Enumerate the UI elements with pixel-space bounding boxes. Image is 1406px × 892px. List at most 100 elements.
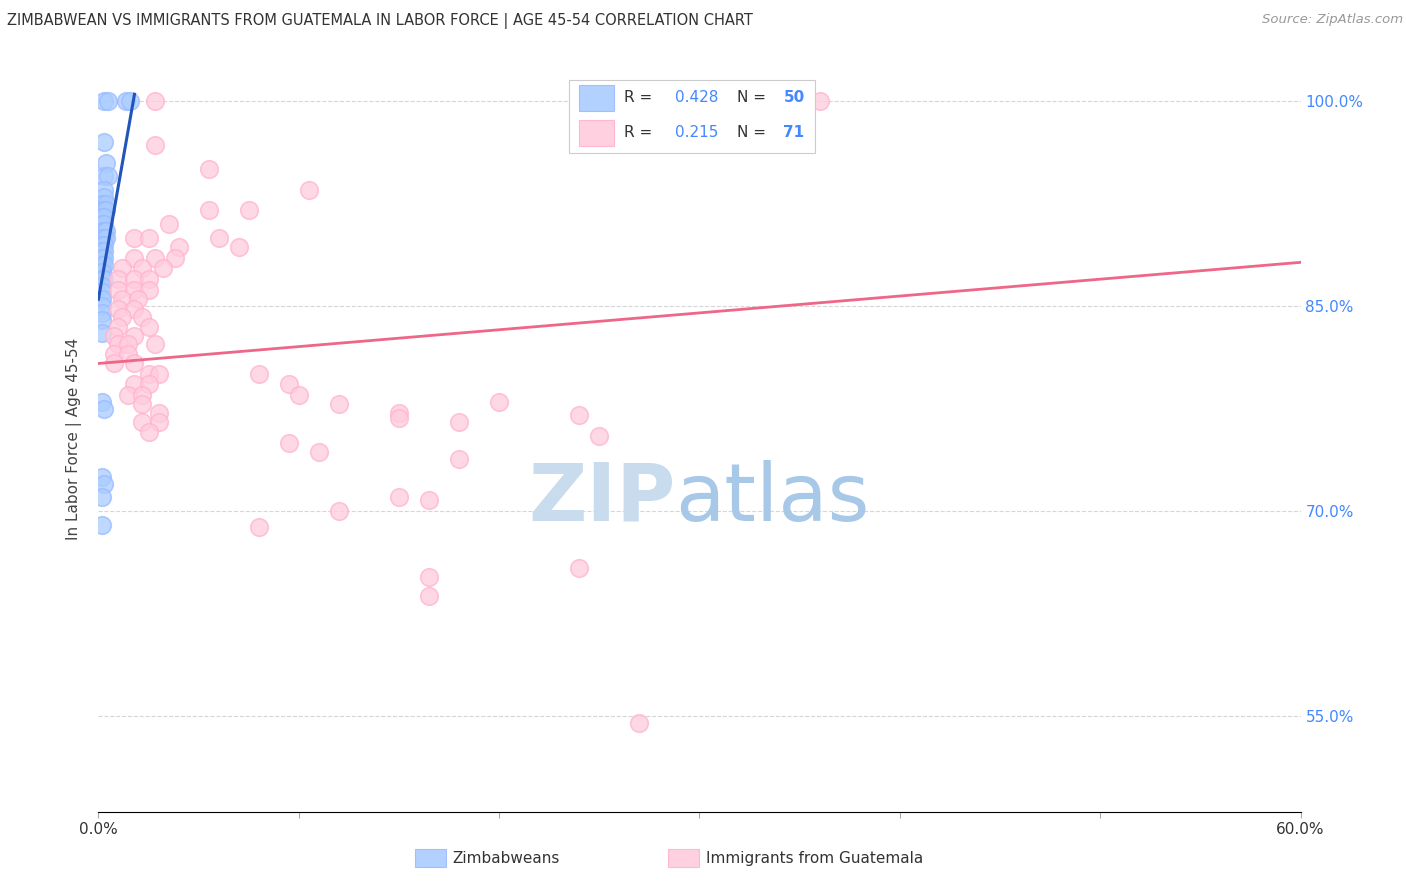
Point xyxy=(103,356,125,370)
Point xyxy=(91,470,114,484)
Point xyxy=(93,135,115,149)
Point xyxy=(447,415,470,429)
Text: Source: ZipAtlas.com: Source: ZipAtlas.com xyxy=(1263,13,1403,27)
Point xyxy=(418,589,440,603)
Point xyxy=(128,292,150,306)
Point xyxy=(148,415,170,429)
Point xyxy=(93,251,115,265)
Point xyxy=(93,190,115,204)
Point xyxy=(388,406,411,420)
Point xyxy=(138,368,160,382)
Point xyxy=(91,244,114,259)
Point xyxy=(808,94,831,108)
Point xyxy=(138,425,160,439)
Point xyxy=(568,561,591,575)
Point xyxy=(568,409,591,423)
Point xyxy=(96,224,118,238)
Point xyxy=(93,401,115,416)
Point xyxy=(124,329,146,343)
Point xyxy=(91,299,114,313)
Point xyxy=(138,231,160,245)
Point xyxy=(93,203,115,218)
Point xyxy=(93,94,115,108)
Point xyxy=(91,203,114,218)
Point xyxy=(93,211,115,225)
Point xyxy=(91,231,114,245)
Point xyxy=(157,217,180,231)
Text: 71: 71 xyxy=(783,126,804,140)
Point xyxy=(117,337,139,351)
Point xyxy=(288,388,311,402)
Point xyxy=(91,292,114,306)
Point xyxy=(117,347,139,361)
Point xyxy=(124,301,146,316)
Point xyxy=(93,217,115,231)
Point xyxy=(91,265,114,279)
Point xyxy=(197,203,219,218)
Point xyxy=(91,251,114,265)
Point xyxy=(107,271,129,285)
Point xyxy=(308,445,330,459)
Point xyxy=(91,394,114,409)
Point xyxy=(107,337,129,351)
Point xyxy=(103,329,125,343)
Point xyxy=(131,310,153,324)
Point xyxy=(93,244,115,259)
Text: 0.428: 0.428 xyxy=(675,90,718,105)
Point xyxy=(148,406,170,420)
Point xyxy=(124,251,146,265)
Point xyxy=(111,310,134,324)
Point xyxy=(93,169,115,184)
FancyBboxPatch shape xyxy=(579,85,614,111)
Text: N =: N = xyxy=(737,90,766,105)
Point xyxy=(131,260,153,275)
Point xyxy=(124,271,146,285)
Y-axis label: In Labor Force | Age 45-54: In Labor Force | Age 45-54 xyxy=(66,338,83,541)
Point xyxy=(447,452,470,467)
Point xyxy=(138,271,160,285)
Point xyxy=(208,231,231,245)
Point xyxy=(418,569,440,583)
Point xyxy=(117,388,139,402)
Point xyxy=(238,203,260,218)
Point xyxy=(247,520,270,534)
Point xyxy=(91,306,114,320)
Point xyxy=(93,231,115,245)
FancyBboxPatch shape xyxy=(579,120,614,146)
Point xyxy=(93,476,115,491)
Point xyxy=(124,376,146,391)
Point xyxy=(418,493,440,508)
Point xyxy=(131,397,153,411)
Point xyxy=(138,376,160,391)
Point xyxy=(115,94,138,108)
Text: Immigrants from Guatemala: Immigrants from Guatemala xyxy=(706,851,924,865)
Point xyxy=(328,397,350,411)
Point xyxy=(163,251,186,265)
Point xyxy=(124,356,146,370)
Point xyxy=(91,326,114,341)
Point xyxy=(107,283,129,297)
Point xyxy=(228,240,250,254)
Point xyxy=(152,260,174,275)
Point xyxy=(93,224,115,238)
Point xyxy=(167,240,190,254)
Text: ZIP: ZIP xyxy=(529,460,675,538)
Point xyxy=(131,388,153,402)
Point xyxy=(91,224,114,238)
Text: ZIMBABWEAN VS IMMIGRANTS FROM GUATEMALA IN LABOR FORCE | AGE 45-54 CORRELATION C: ZIMBABWEAN VS IMMIGRANTS FROM GUATEMALA … xyxy=(7,13,752,29)
Point xyxy=(120,94,142,108)
Point xyxy=(103,347,125,361)
Point xyxy=(91,285,114,300)
Text: 50: 50 xyxy=(783,90,804,105)
Point xyxy=(111,260,134,275)
Point xyxy=(91,278,114,293)
Text: 0.215: 0.215 xyxy=(675,126,718,140)
Point xyxy=(143,251,166,265)
Point xyxy=(388,491,411,505)
Point xyxy=(298,183,321,197)
Point xyxy=(124,283,146,297)
Point xyxy=(91,258,114,272)
Text: Zimbabweans: Zimbabweans xyxy=(453,851,560,865)
Point xyxy=(111,292,134,306)
Point xyxy=(148,368,170,382)
